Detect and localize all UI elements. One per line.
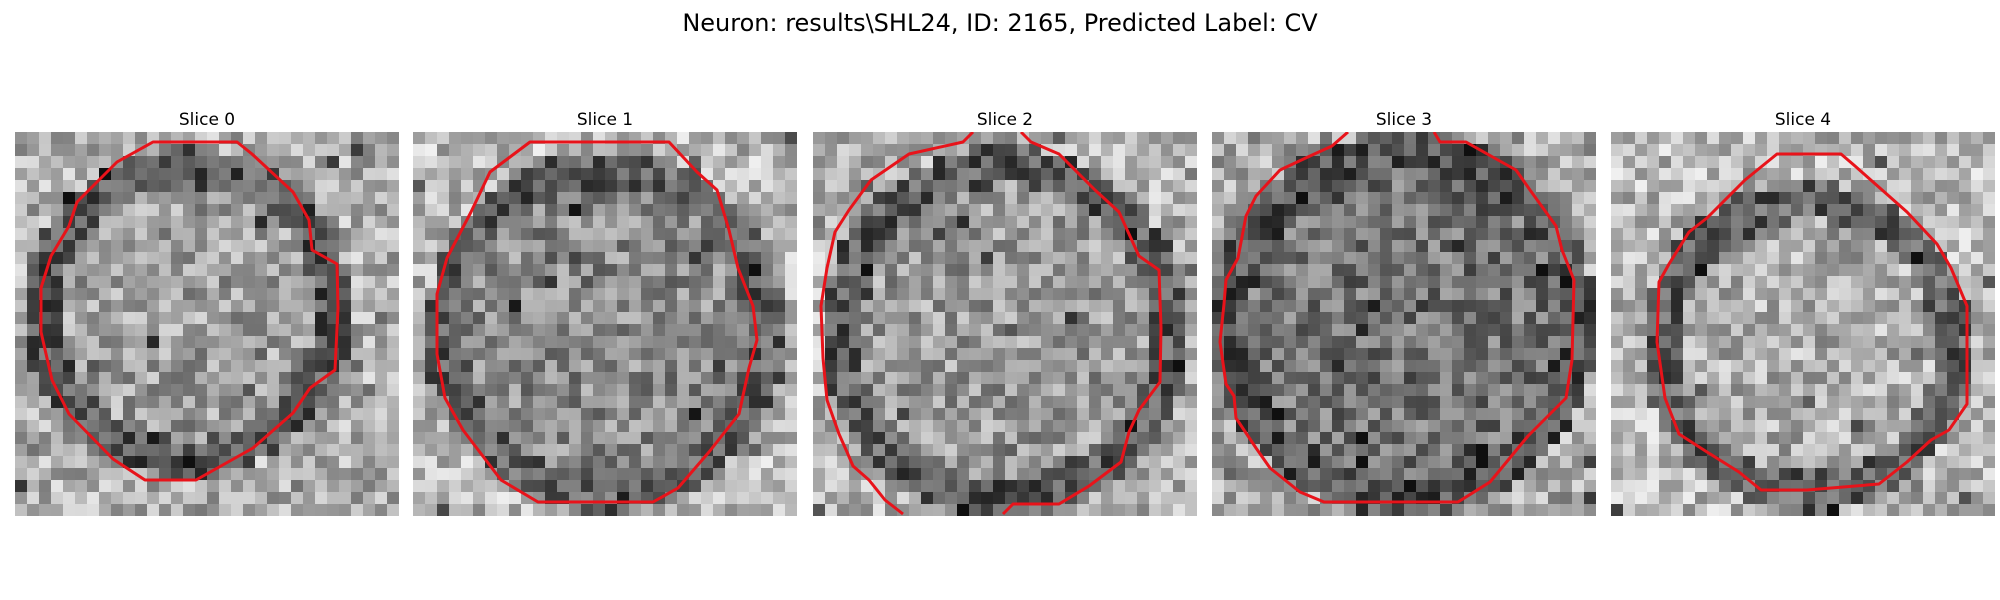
grayscale-patch-image [1611,132,1995,516]
red-contour-outline-right [1001,132,1163,516]
figure-title: Neuron: results\SHL24, ID: 2165, Predict… [682,9,1318,37]
red-contour-outline [39,140,340,482]
contour-overlay [819,132,1163,516]
grayscale-patch-image [15,132,399,516]
slice-panel-2: Slice 2 [813,110,1197,516]
slice-title: Slice 2 [976,110,1034,130]
slice-panel-4: Slice 4 [1611,110,1995,516]
red-contour-outline [435,140,759,504]
red-contour-outline [1218,132,1576,504]
slice-title: Slice 3 [1375,110,1433,130]
contour-overlay [435,140,759,504]
slice-panel-3: Slice 3 [1212,110,1596,516]
red-contour-outline [819,132,975,516]
slice-title: Slice 4 [1774,110,1832,130]
grayscale-patch-image [813,132,1197,516]
grayscale-patch-image [1212,132,1596,516]
slice-title: Slice 1 [576,110,634,130]
contour-overlay [39,140,340,482]
slice-panel-1: Slice 1 [413,110,797,516]
red-contour-outline [1655,152,1969,492]
contour-overlay [1218,132,1576,504]
slice-panel-0: Slice 0 [15,110,399,516]
slice-title: Slice 0 [178,110,236,130]
contour-overlay [1655,152,1969,492]
